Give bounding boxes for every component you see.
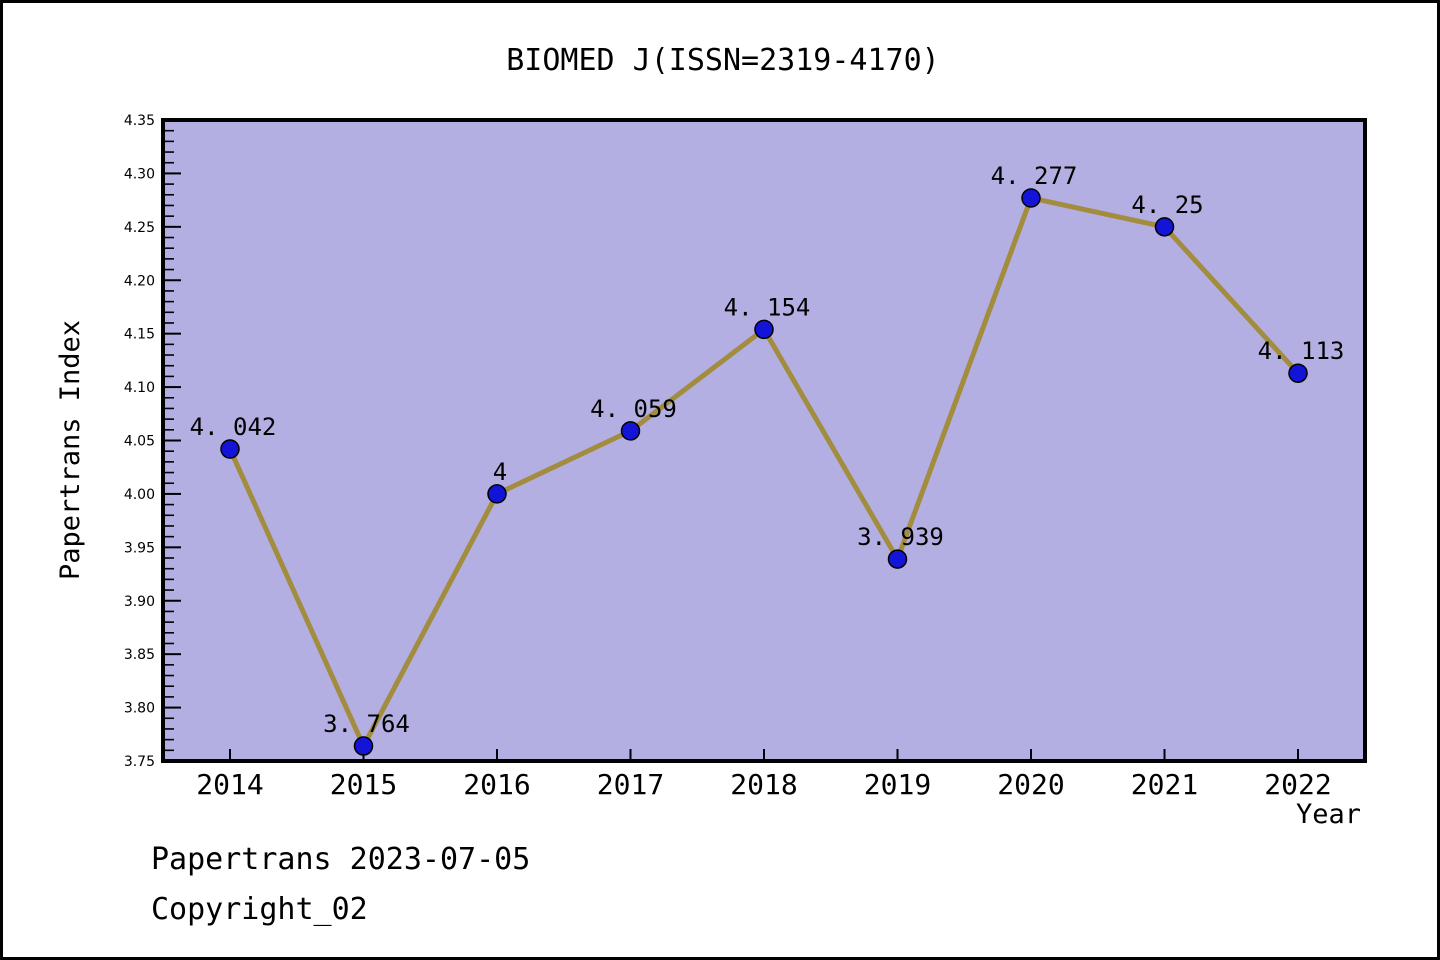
data-point-marker (887, 549, 908, 569)
footer-source-date: Papertrans 2023-07-05 (151, 842, 530, 877)
x-tick-label: 2018 (730, 768, 797, 801)
y-tick-label: 3.80 (124, 701, 155, 717)
y-tick-label: 4.15 (124, 327, 155, 343)
data-point-label: 4. 25 (1131, 191, 1203, 219)
data-point-marker (353, 736, 374, 756)
x-tick-label: 2014 (196, 768, 263, 801)
x-tick-label: 2016 (463, 768, 530, 801)
y-axis-title: Papertrans Index (55, 320, 86, 580)
y-tick-label: 4.10 (124, 380, 155, 396)
x-tick-label: 2015 (330, 768, 397, 801)
data-point-marker (1288, 363, 1308, 383)
data-point-label: 3. 764 (323, 710, 410, 738)
data-point-marker (754, 319, 774, 340)
y-tick-label: 4.35 (124, 113, 155, 129)
data-point-marker (620, 421, 641, 441)
chart-svg: BIOMED J(ISSN=2319-4170) 3.75 3.80 3.85 3.9… (55, 43, 1367, 927)
data-point-label: 3. 939 (857, 523, 944, 551)
x-axis: 2014 2015 2016 2017 2018 2019 2020 2021 2022 (196, 749, 1332, 801)
line-series: 4. 042 3. 764 4 4. 059 4. 154 3. 939 4. 277 4. … (190, 162, 1345, 756)
data-point-label: 4. 154 (724, 293, 811, 321)
x-tick-label: 2019 (864, 768, 931, 801)
x-tick-label: 2021 (1131, 768, 1198, 801)
data-point-marker (1154, 217, 1175, 237)
y-tick-label: 3.75 (124, 754, 155, 770)
chart-title: BIOMED J(ISSN=2319-4170) (506, 43, 939, 78)
data-point-label: 4. 113 (1258, 337, 1345, 365)
x-axis-title: Year (1296, 799, 1361, 830)
data-point-marker (1021, 188, 1041, 208)
y-tick-label: 4.25 (124, 220, 155, 236)
data-point-label: 4. 042 (190, 413, 277, 441)
plot-frame (161, 118, 1367, 763)
data-point-marker (220, 439, 240, 459)
y-tick-label: 3.90 (124, 594, 155, 610)
x-tick-label: 2020 (997, 768, 1064, 801)
y-tick-label: 4.30 (124, 166, 155, 182)
x-tick-label: 2017 (597, 768, 664, 801)
x-tick-label: 2022 (1264, 768, 1331, 801)
y-tick-label: 3.95 (124, 540, 155, 556)
data-point-label: 4. 059 (590, 395, 677, 423)
footer-copyright: Copyright_02 (151, 892, 368, 927)
y-axis: 3.75 3.80 3.85 3.90 3.95 4.00 4.05 4.10 4.15 4.20… (124, 113, 181, 770)
y-tick-label: 4.20 (124, 273, 155, 289)
data-point-label: 4 (493, 458, 507, 486)
y-tick-label: 3.85 (124, 647, 155, 663)
data-point-label: 4. 277 (991, 162, 1078, 190)
y-tick-label: 4.00 (124, 487, 155, 503)
data-point-marker (487, 484, 507, 504)
y-tick-label: 4.05 (124, 434, 155, 450)
